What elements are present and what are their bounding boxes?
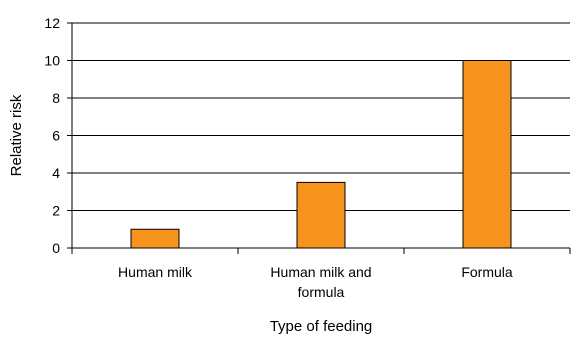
y-tick-label: 4 [52,165,60,181]
y-tick-label: 2 [52,203,60,219]
x-category-labels: Human milk Human milk and formula Formula [118,264,513,300]
x-category-label: Formula [461,264,513,280]
bar [296,181,346,249]
y-tick-label: 0 [52,240,60,256]
x-category-label: formula [298,284,345,300]
bars [130,60,512,249]
y-tick-label: 12 [44,15,60,31]
axes [67,22,571,254]
bar [130,228,180,249]
y-tick-label: 8 [52,90,60,106]
x-category-label: Human milk [118,264,193,280]
y-tick-label: 6 [52,128,60,144]
y-tick-labels: 0 2 4 6 8 10 12 [44,15,60,256]
y-tick-label: 10 [44,53,60,69]
x-category-label: Human milk and [270,264,371,280]
y-axis-title: Relative risk [8,94,25,176]
bar [462,60,512,249]
x-axis-title: Type of feeding [270,318,373,335]
